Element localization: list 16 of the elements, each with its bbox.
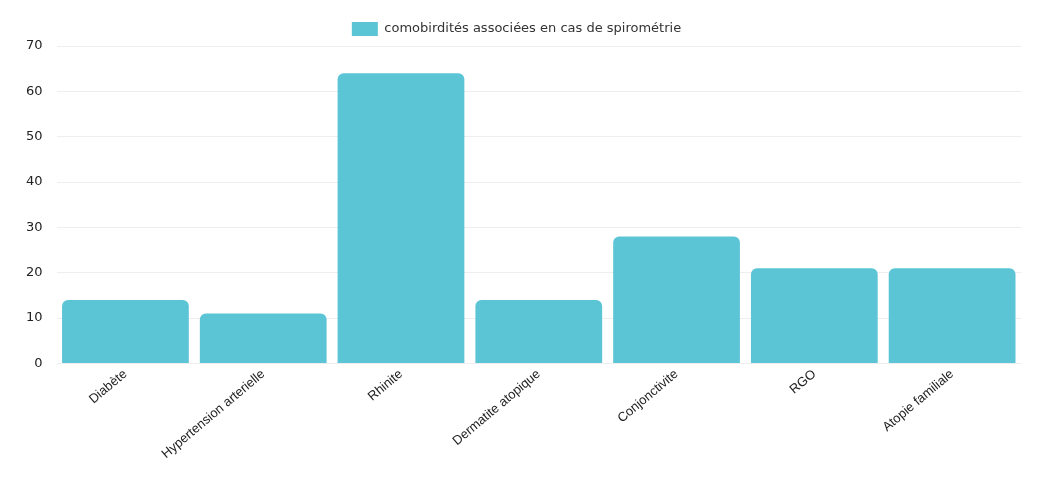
y-tick-label: 70 xyxy=(26,37,43,53)
legend-label: comobirdités associées en cas de spirométrie xyxy=(384,20,682,36)
bar xyxy=(888,268,1016,363)
y-tick-label: 50 xyxy=(26,128,43,144)
y-tick-label: 40 xyxy=(26,173,43,189)
y-tick-label: 20 xyxy=(26,264,43,280)
bar xyxy=(337,73,465,363)
y-tick-label: 60 xyxy=(26,82,43,98)
bar xyxy=(613,236,740,363)
y-tick-label: 10 xyxy=(26,309,43,325)
y-tick-label: 30 xyxy=(26,218,43,234)
bar xyxy=(475,299,603,363)
bar xyxy=(750,268,878,363)
bar xyxy=(62,299,189,363)
bar xyxy=(199,313,327,363)
y-tick-label: 0 xyxy=(34,354,43,370)
